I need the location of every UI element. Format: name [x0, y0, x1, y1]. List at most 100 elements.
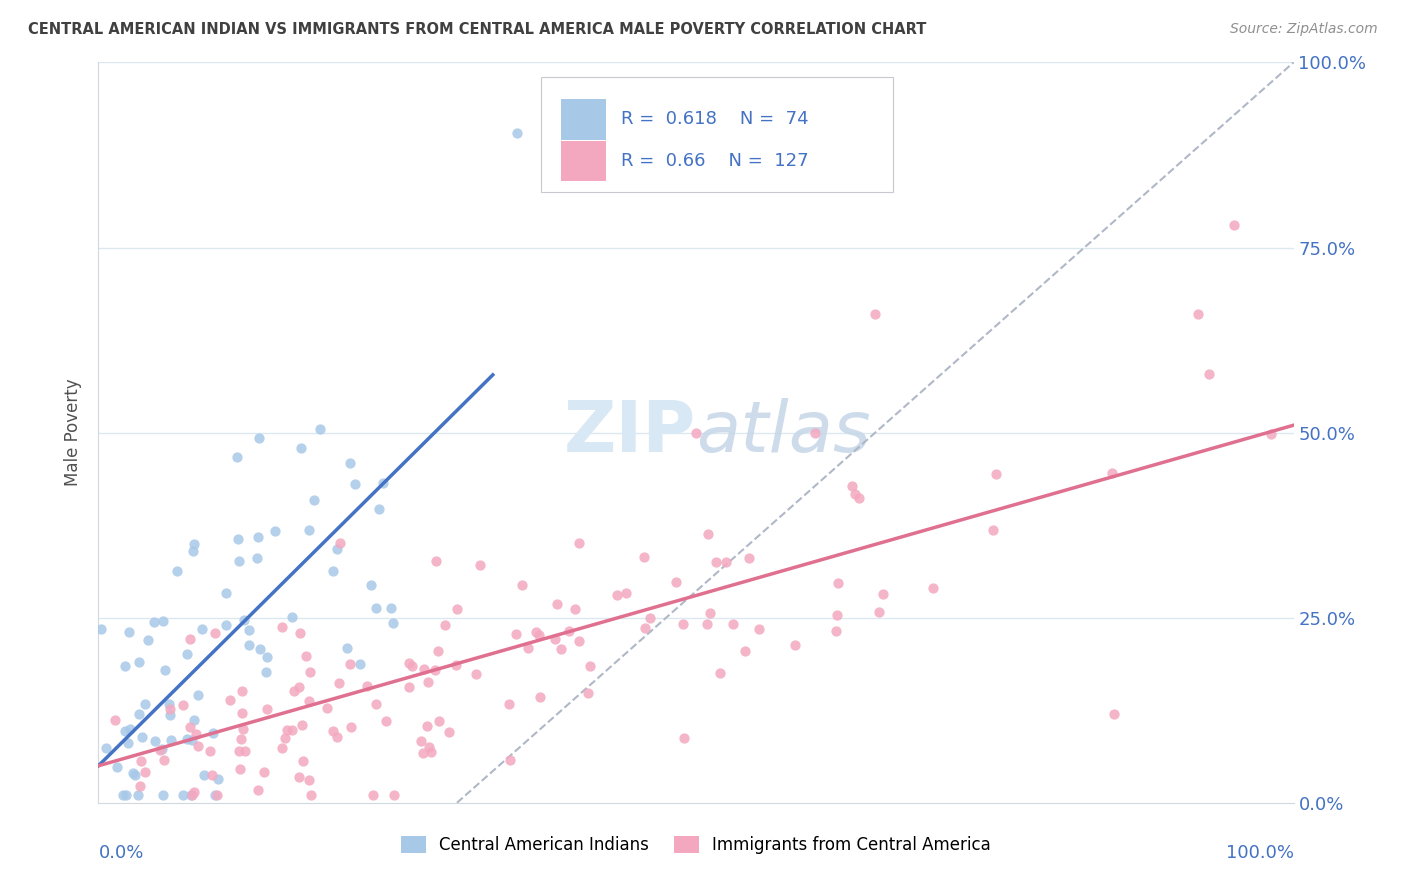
Point: [128, 655, 150, 669]
Point: [302, 493, 325, 508]
FancyBboxPatch shape: [541, 78, 893, 192]
Text: ZIP: ZIP: [564, 398, 696, 467]
Point: [498, 697, 520, 711]
Point: [416, 719, 439, 733]
Point: [738, 551, 761, 566]
Point: [120, 722, 142, 736]
Point: [427, 714, 450, 728]
Bar: [561, 141, 606, 181]
Point: [564, 602, 586, 616]
Point: [344, 477, 367, 491]
Point: [172, 789, 194, 803]
Point: [112, 789, 135, 803]
Point: [425, 554, 447, 568]
Point: [398, 680, 420, 694]
Point: [291, 718, 314, 732]
Point: [143, 615, 166, 630]
Point: [179, 720, 201, 734]
Point: [329, 536, 352, 550]
Point: [380, 600, 402, 615]
Point: [464, 666, 486, 681]
Text: CENTRAL AMERICAN INDIAN VS IMMIGRANTS FROM CENTRAL AMERICA MALE POVERTY CORRELAT: CENTRAL AMERICAN INDIAN VS IMMIGRANTS FR…: [28, 22, 927, 37]
Point: [723, 617, 745, 632]
Point: [364, 601, 387, 615]
Point: [326, 542, 349, 557]
Point: [672, 617, 695, 632]
Point: [356, 680, 378, 694]
Point: [276, 723, 298, 737]
Point: [1104, 706, 1126, 721]
Point: [207, 772, 229, 787]
Point: [249, 641, 271, 656]
Point: [426, 644, 449, 658]
Point: [124, 768, 146, 782]
Point: [546, 597, 568, 611]
Point: [544, 632, 567, 646]
Point: [401, 658, 423, 673]
Point: [697, 527, 720, 541]
Point: [193, 767, 215, 781]
Point: [226, 450, 249, 464]
Point: [633, 621, 655, 635]
Point: [844, 486, 866, 500]
Point: [364, 697, 387, 711]
Text: R =  0.618    N =  74: R = 0.618 N = 74: [620, 111, 808, 128]
Point: [153, 663, 176, 677]
Point: [298, 523, 321, 537]
Point: [159, 702, 181, 716]
Point: [183, 537, 205, 551]
Point: [157, 698, 180, 712]
Point: [1187, 307, 1209, 321]
Point: [827, 608, 849, 623]
Point: [339, 456, 361, 470]
Point: [672, 731, 695, 745]
Point: [115, 789, 138, 803]
Point: [848, 491, 870, 506]
Point: [382, 789, 405, 803]
Point: [568, 536, 591, 550]
Point: [527, 628, 550, 642]
Point: [281, 723, 304, 737]
Point: [205, 789, 228, 803]
Point: [714, 554, 737, 568]
Text: Source: ZipAtlas.com: Source: ZipAtlas.com: [1230, 22, 1378, 37]
Point: [872, 587, 894, 601]
Point: [191, 622, 214, 636]
Point: [298, 773, 321, 788]
Point: [117, 736, 139, 750]
Point: [499, 753, 522, 767]
Text: 100.0%: 100.0%: [1226, 844, 1294, 862]
Point: [288, 680, 311, 694]
Point: [361, 789, 384, 803]
Point: [606, 588, 628, 602]
Point: [374, 714, 396, 729]
Point: [322, 724, 344, 739]
Point: [665, 574, 688, 589]
Point: [326, 731, 349, 745]
Point: [228, 554, 250, 568]
Text: 0.0%: 0.0%: [98, 844, 143, 862]
Point: [420, 745, 443, 759]
Point: [246, 782, 269, 797]
Point: [166, 564, 188, 578]
Point: [579, 659, 602, 673]
Point: [114, 659, 136, 673]
Point: [290, 442, 312, 456]
Point: [201, 768, 224, 782]
Point: [238, 638, 260, 652]
Point: [238, 624, 260, 638]
Point: [398, 657, 420, 671]
Point: [159, 707, 181, 722]
Point: [150, 742, 173, 756]
Point: [506, 126, 529, 140]
Point: [685, 425, 707, 440]
Point: [336, 640, 359, 655]
Point: [256, 702, 278, 716]
Point: [96, 741, 118, 756]
Point: [181, 789, 204, 803]
Point: [825, 624, 848, 639]
Point: [180, 789, 202, 803]
Point: [339, 657, 361, 671]
Point: [232, 722, 254, 736]
Point: [411, 734, 433, 748]
